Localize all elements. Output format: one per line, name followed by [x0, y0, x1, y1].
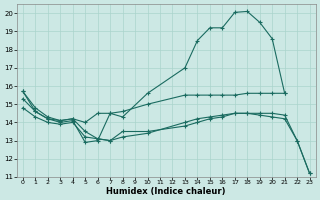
X-axis label: Humidex (Indice chaleur): Humidex (Indice chaleur): [107, 187, 226, 196]
